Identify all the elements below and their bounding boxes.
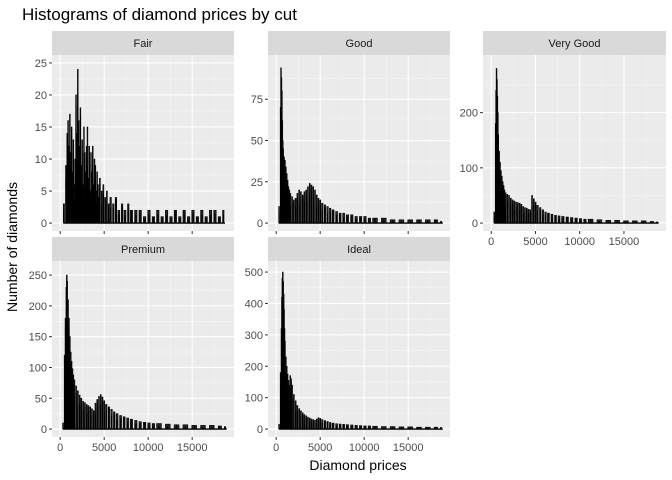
y-tick-label: 0 (41, 218, 47, 230)
x-tick-label: 5000 (92, 442, 116, 454)
y-tick-label: 25 (251, 177, 263, 189)
y-tick-label: 100 (29, 362, 47, 374)
x-tick-label: 5000 (523, 236, 547, 248)
y-tick-label: 0 (257, 424, 263, 436)
x-axis-title: Diamond prices (309, 457, 406, 473)
x-tick-label: 15000 (393, 442, 424, 454)
y-tick-label: 25 (35, 58, 47, 70)
facet-premium: Premium 0 50 100 150 200 250 0 5000 10000 15000 (29, 237, 234, 454)
facet-strip-label: Premium (121, 244, 165, 256)
facet-strip (483, 31, 666, 55)
y-tick-label: 200 (245, 361, 263, 373)
facet-strip-label: Good (346, 38, 373, 50)
x-tick-label: 0 (488, 236, 494, 248)
facet-strip-label: Ideal (347, 244, 371, 256)
x-tick-label: 5000 (308, 442, 332, 454)
y-tick-label: 300 (245, 330, 263, 342)
facet-good: Good 0 25 50 75 (251, 31, 450, 234)
x-tick-label: 15000 (609, 236, 640, 248)
y-tick-label: 100 (245, 393, 263, 405)
facet-panels: Fair 0 5 10 15 20 25 Good 0 25 50 75 Very Good 0 100 20… (29, 31, 666, 454)
y-tick-label: 100 (460, 163, 478, 175)
x-tick-label: 10000 (564, 236, 595, 248)
facet-strip-label: Very Good (549, 38, 601, 50)
facet-strip (52, 31, 234, 55)
facet-strip (268, 31, 450, 55)
y-tick-label: 400 (245, 298, 263, 310)
facet-fair: Fair 0 5 10 15 20 25 (35, 31, 234, 234)
x-tick-label: 0 (57, 442, 63, 454)
y-tick-label: 200 (29, 301, 47, 313)
y-tick-label: 20 (35, 90, 47, 102)
x-tick-label: 0 (273, 442, 279, 454)
y-tick-label: 0 (472, 218, 478, 230)
y-tick-label: 5 (41, 186, 47, 198)
x-tick-label: 15000 (177, 442, 208, 454)
y-tick-label: 0 (41, 424, 47, 436)
y-tick-label: 50 (251, 136, 263, 148)
y-tick-label: 50 (35, 393, 47, 405)
y-tick-label: 150 (29, 332, 47, 344)
y-tick-label: 15 (35, 122, 47, 134)
y-tick-label: 250 (29, 270, 47, 282)
x-tick-label: 10000 (133, 442, 164, 454)
y-tick-label: 0 (257, 218, 263, 230)
y-tick-label: 75 (251, 94, 263, 106)
x-tick-label: 10000 (349, 442, 380, 454)
facet-strip-label: Fair (134, 38, 153, 50)
facet-very-good: Very Good 0 100 200 0 5000 10000 15000 (460, 31, 666, 248)
y-tick-label: 10 (35, 154, 47, 166)
facet-strip (52, 237, 234, 261)
y-tick-label: 500 (245, 267, 263, 279)
facet-strip (268, 237, 450, 261)
y-axis-title: Number of diamonds (4, 182, 20, 312)
chart-title: Histograms of diamond prices by cut (22, 5, 297, 24)
y-tick-label: 200 (460, 108, 478, 120)
histogram-bars (278, 271, 443, 430)
histogram-bars (493, 68, 659, 224)
